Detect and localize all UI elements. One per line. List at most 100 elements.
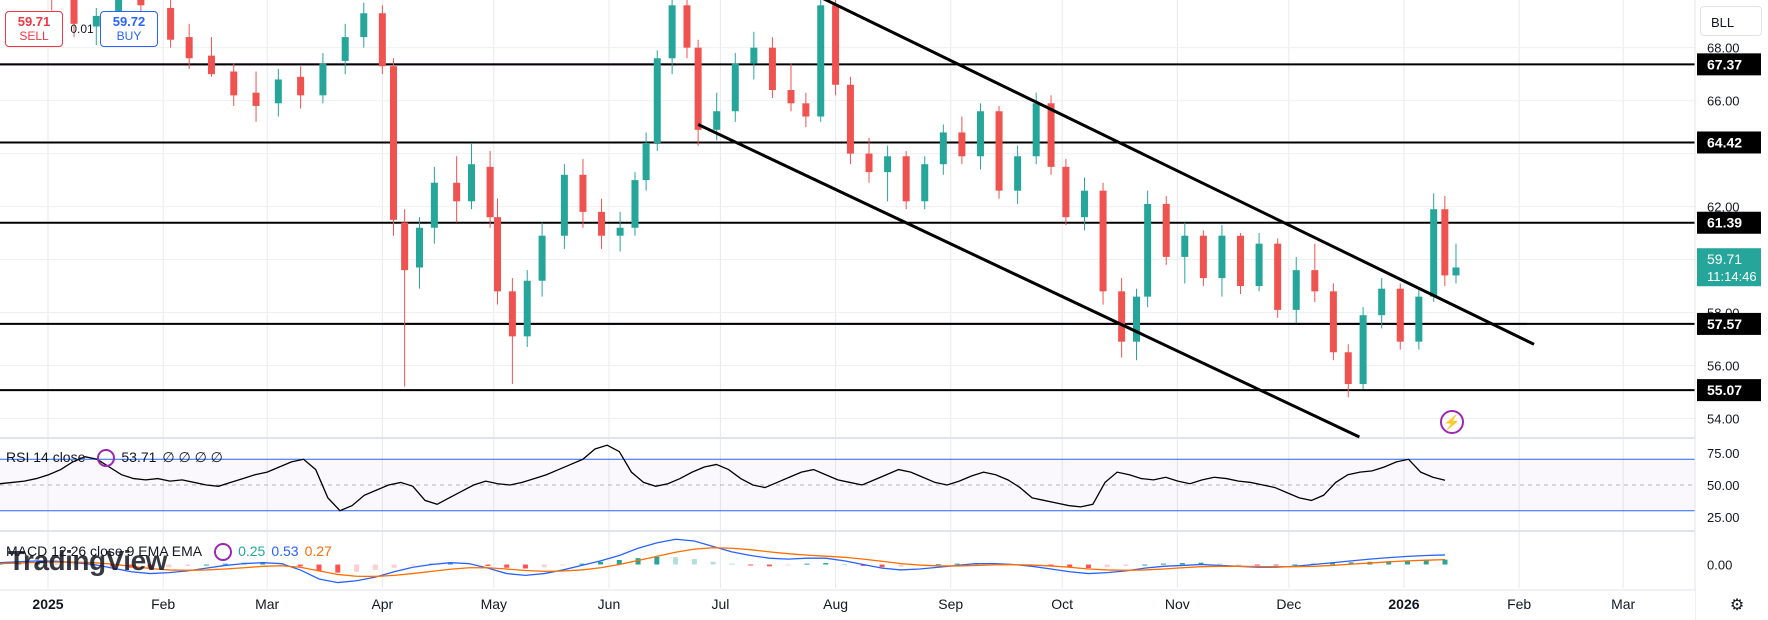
time-tick-label: 2026 xyxy=(1388,596,1419,612)
time-tick-label: Jul xyxy=(711,596,729,612)
candle xyxy=(1118,278,1126,358)
macd-histogram-bar xyxy=(1142,564,1148,566)
macd-histogram-bar xyxy=(391,564,397,568)
macd-histogram-bar xyxy=(335,564,341,573)
macd-histogram-bar xyxy=(1254,564,1260,566)
buy-button[interactable]: 59.72 BUY xyxy=(100,11,158,47)
candle xyxy=(360,2,368,48)
candle xyxy=(616,211,624,252)
buy-price: 59.72 xyxy=(112,14,146,29)
macd-histogram-bar xyxy=(1404,560,1410,565)
macd-histogram-bar xyxy=(354,564,360,572)
candle xyxy=(995,105,1003,199)
macd-histogram-bar xyxy=(203,564,209,566)
channel-upper-line[interactable] xyxy=(821,0,1535,346)
candle xyxy=(1144,190,1152,308)
time-axis[interactable]: 2025 Feb Mar Apr May Jun Jul Aug Sep Oct Nov Dec 202… xyxy=(0,589,1695,620)
candle xyxy=(976,103,984,170)
rsi-value: 53.71 xyxy=(121,449,157,465)
macd-histogram-bar xyxy=(110,564,116,567)
gear-icon[interactable]: ⚙ xyxy=(1729,597,1745,614)
sell-label: SELL xyxy=(19,29,49,43)
level-price-tag xyxy=(1697,53,1761,76)
candle xyxy=(865,137,873,183)
candle xyxy=(921,156,929,210)
buy-label: BUY xyxy=(116,29,142,43)
macd-histogram-bar xyxy=(260,562,266,565)
time-tick-label: 2025 xyxy=(32,596,63,612)
macd-histogram-bar xyxy=(1104,564,1110,568)
macd-histogram-bar xyxy=(1442,559,1448,565)
rsi-tick-label: 50.00 xyxy=(1707,478,1740,493)
macd-histogram-bar xyxy=(1085,564,1091,569)
candle xyxy=(468,143,476,210)
trend-channel[interactable] xyxy=(697,0,1535,439)
price-tick-label: 56.00 xyxy=(1707,358,1740,373)
macd-histogram-bar xyxy=(297,564,303,567)
candle xyxy=(207,37,215,77)
macd-histogram-bar xyxy=(541,564,547,568)
visibility-icon[interactable] xyxy=(97,449,116,468)
candle xyxy=(1452,243,1460,284)
macd-legend[interactable]: MACD 12 26 close 9 EMA EMA 0.25 0.53 0.27 xyxy=(6,543,338,562)
channel-lower-line[interactable] xyxy=(697,123,1361,439)
symbol-selector[interactable]: BLL xyxy=(1700,6,1762,36)
lightning-icon[interactable]: ⚡ xyxy=(1440,410,1464,434)
visibility-icon[interactable] xyxy=(214,543,233,562)
time-tick-label: Oct xyxy=(1051,596,1073,612)
time-tick-label: Dec xyxy=(1276,596,1301,612)
macd-histogram-bar xyxy=(898,564,904,567)
macd-histogram-bar xyxy=(185,564,191,566)
candle xyxy=(958,116,966,165)
candle xyxy=(430,166,438,244)
macd-tick-label: 0.00 xyxy=(1707,558,1732,573)
candle xyxy=(1255,233,1263,292)
macd-line-value: 0.53 xyxy=(271,543,299,559)
rsi-legend[interactable]: RSI 14 close 53.71 ∅ ∅ ∅ ∅ xyxy=(6,449,229,468)
rsi-extra: ∅ ∅ ∅ ∅ xyxy=(162,449,223,465)
rsi-pane xyxy=(0,444,1695,512)
candle xyxy=(846,76,854,165)
time-tick-label: Aug xyxy=(823,596,848,612)
macd-histogram-bar xyxy=(673,557,679,565)
macd-histogram-bar xyxy=(1273,564,1279,566)
candle xyxy=(508,278,516,385)
macd-histogram-bar xyxy=(748,564,754,566)
macd-histogram-bar xyxy=(316,564,322,571)
time-tick-label: Feb xyxy=(1507,596,1531,612)
candle xyxy=(653,50,661,151)
macd-histogram-bar xyxy=(1386,561,1392,565)
candle xyxy=(817,0,825,122)
candle xyxy=(137,0,145,14)
sell-button[interactable]: 59.71 SELL xyxy=(5,11,63,47)
candle xyxy=(802,92,810,128)
macd-histogram-bar xyxy=(860,564,866,566)
candle xyxy=(1378,278,1386,329)
macd-histogram-bar xyxy=(691,559,697,565)
candle xyxy=(787,63,795,112)
candle xyxy=(494,198,502,305)
candle xyxy=(884,145,892,202)
candle xyxy=(274,68,282,117)
macd-histogram-bar xyxy=(222,563,228,565)
candle xyxy=(1359,307,1367,390)
candle xyxy=(939,124,947,175)
macd-histogram-bar xyxy=(1123,564,1129,566)
macd-histogram-bar xyxy=(766,564,772,567)
candle xyxy=(1237,233,1245,294)
time-tick-label: Nov xyxy=(1165,596,1190,612)
macd-histogram-bar xyxy=(560,564,566,566)
price-axis[interactable]: 68.0066.0062.0060.0058.0056.0054.0067.37… xyxy=(1694,0,1768,620)
level-price-label: 67.37 xyxy=(1707,56,1742,72)
macd-histogram-bar xyxy=(1161,563,1167,565)
macd-line xyxy=(0,538,1446,584)
macd-histogram-bar xyxy=(729,563,735,565)
candle xyxy=(1441,195,1449,287)
candle xyxy=(1329,283,1337,361)
rsi-tick-label: 75.00 xyxy=(1707,446,1740,461)
macd-pane xyxy=(0,538,1448,584)
countdown-label: 11:14:46 xyxy=(1707,269,1757,284)
candle xyxy=(1311,243,1319,302)
rsi-line xyxy=(0,444,1446,512)
